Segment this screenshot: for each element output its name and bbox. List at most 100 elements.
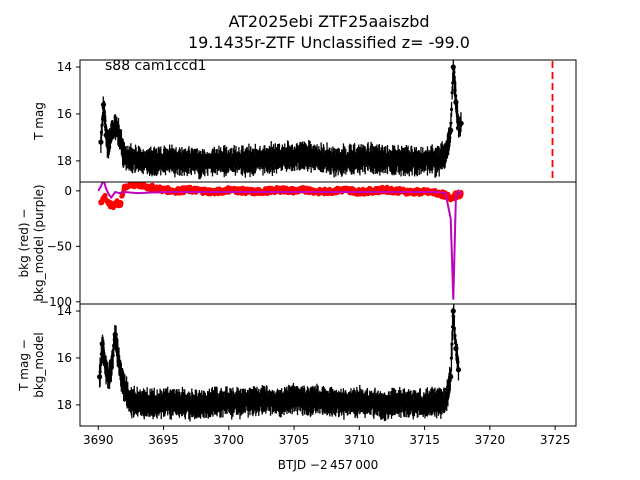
- series-points-cloud: [97, 304, 461, 422]
- bkg-point: [113, 199, 120, 205]
- data-point: [395, 158, 402, 164]
- x-tick-label: 3690: [83, 433, 114, 447]
- y-axis-label-line: T mag: [32, 102, 46, 141]
- data-point: [408, 399, 415, 406]
- data-point: [213, 158, 219, 164]
- panel-1-plot-area: [98, 60, 554, 182]
- data-point: [382, 158, 389, 164]
- y-tick-label: 14: [57, 60, 72, 74]
- data-point: [304, 153, 310, 159]
- y-tick-label: 18: [57, 154, 72, 168]
- data-point: [134, 158, 141, 164]
- data-point: [100, 101, 107, 108]
- data-point: [116, 132, 122, 138]
- data-point: [112, 331, 118, 338]
- panel-2-plot-area: [97, 182, 464, 300]
- bkg-point: [121, 183, 127, 190]
- x-tick-label: 3710: [344, 433, 375, 447]
- bkg-point: [128, 182, 134, 188]
- y-tick-label: 18: [57, 398, 72, 412]
- data-point: [134, 399, 141, 406]
- data-point: [382, 402, 389, 408]
- data-point: [449, 107, 454, 112]
- data-point: [442, 399, 449, 406]
- data-point: [99, 362, 103, 367]
- data-point: [455, 125, 462, 131]
- data-point: [330, 399, 336, 406]
- data-point: [330, 158, 336, 164]
- chart-title-line2: 19.1435r-ZTF Unclassified z= -99.0: [188, 33, 470, 52]
- panel-frame: [79, 181, 577, 305]
- data-point: [187, 158, 193, 164]
- data-point: [226, 158, 232, 164]
- y-axis-label: T mag: [32, 102, 46, 141]
- data-point: [450, 64, 456, 70]
- data-point: [450, 308, 456, 314]
- x-tick-label: 3700: [214, 433, 245, 447]
- data-point: [106, 376, 112, 382]
- data-point: [200, 160, 206, 166]
- y-axis-label-line: T mag −: [17, 339, 31, 392]
- y-axis-label-line: bkg (red) −: [17, 209, 31, 278]
- data-point: [278, 155, 284, 162]
- data-point: [173, 399, 180, 406]
- bkg-point: [106, 201, 112, 207]
- bkg-point: [102, 193, 108, 200]
- data-point: [102, 360, 108, 366]
- data-point: [200, 402, 206, 408]
- x-tick-label: 3720: [475, 433, 506, 447]
- data-point: [291, 153, 297, 159]
- data-point: [239, 399, 245, 406]
- data-point: [108, 130, 114, 136]
- data-point: [458, 120, 464, 126]
- y-axis-label-line: bkg_model: [32, 332, 46, 398]
- data-point: [98, 139, 104, 145]
- data-point: [120, 381, 126, 387]
- data-point: [421, 158, 428, 164]
- data-point: [147, 402, 154, 408]
- data-point: [356, 399, 362, 406]
- y-tick-label: 16: [57, 107, 72, 121]
- data-point: [395, 399, 402, 406]
- data-point: [226, 399, 232, 406]
- y-axis-label: T mag −bkg_model: [17, 332, 46, 398]
- data-point: [147, 158, 154, 164]
- annotation-text: s88 cam1ccd1: [105, 58, 207, 74]
- panel-3: 14 16 18 T mag −bkg_model 3690 3695 3700 3705 37…: [17, 303, 577, 447]
- data-point: [304, 397, 310, 403]
- y-tick-label: −50: [47, 239, 72, 253]
- bkg-point: [110, 203, 116, 209]
- bkg-point: [147, 184, 154, 191]
- y-tick-label: 0: [64, 184, 72, 198]
- data-point: [96, 374, 103, 380]
- data-point: [252, 158, 258, 164]
- data-point: [455, 367, 462, 373]
- data-point: [173, 158, 180, 164]
- data-point: [213, 399, 219, 406]
- bkg-point: [117, 202, 124, 208]
- data-point: [453, 345, 459, 352]
- y-tick-label: 16: [57, 351, 72, 365]
- data-point: [128, 155, 134, 162]
- data-point: [128, 399, 134, 406]
- data-point: [421, 402, 428, 408]
- data-point: [252, 397, 258, 403]
- data-point: [112, 123, 118, 129]
- data-point: [343, 399, 349, 406]
- data-point: [450, 342, 454, 346]
- data-point: [448, 374, 454, 380]
- x-axis-label: BTJD −2 457 000: [278, 458, 378, 472]
- y-tick-label: −100: [39, 295, 72, 309]
- data-point: [121, 153, 127, 159]
- data-point: [369, 155, 375, 162]
- data-point: [317, 397, 323, 403]
- x-tick-label: 3715: [409, 433, 440, 447]
- data-point: [278, 399, 284, 406]
- x-tick-label: 3725: [540, 433, 571, 447]
- y-axis-label: bkg (red) −bkg_model (purple): [17, 184, 46, 301]
- data-point: [435, 399, 441, 406]
- data-point: [449, 121, 453, 125]
- bkg-point: [448, 194, 454, 201]
